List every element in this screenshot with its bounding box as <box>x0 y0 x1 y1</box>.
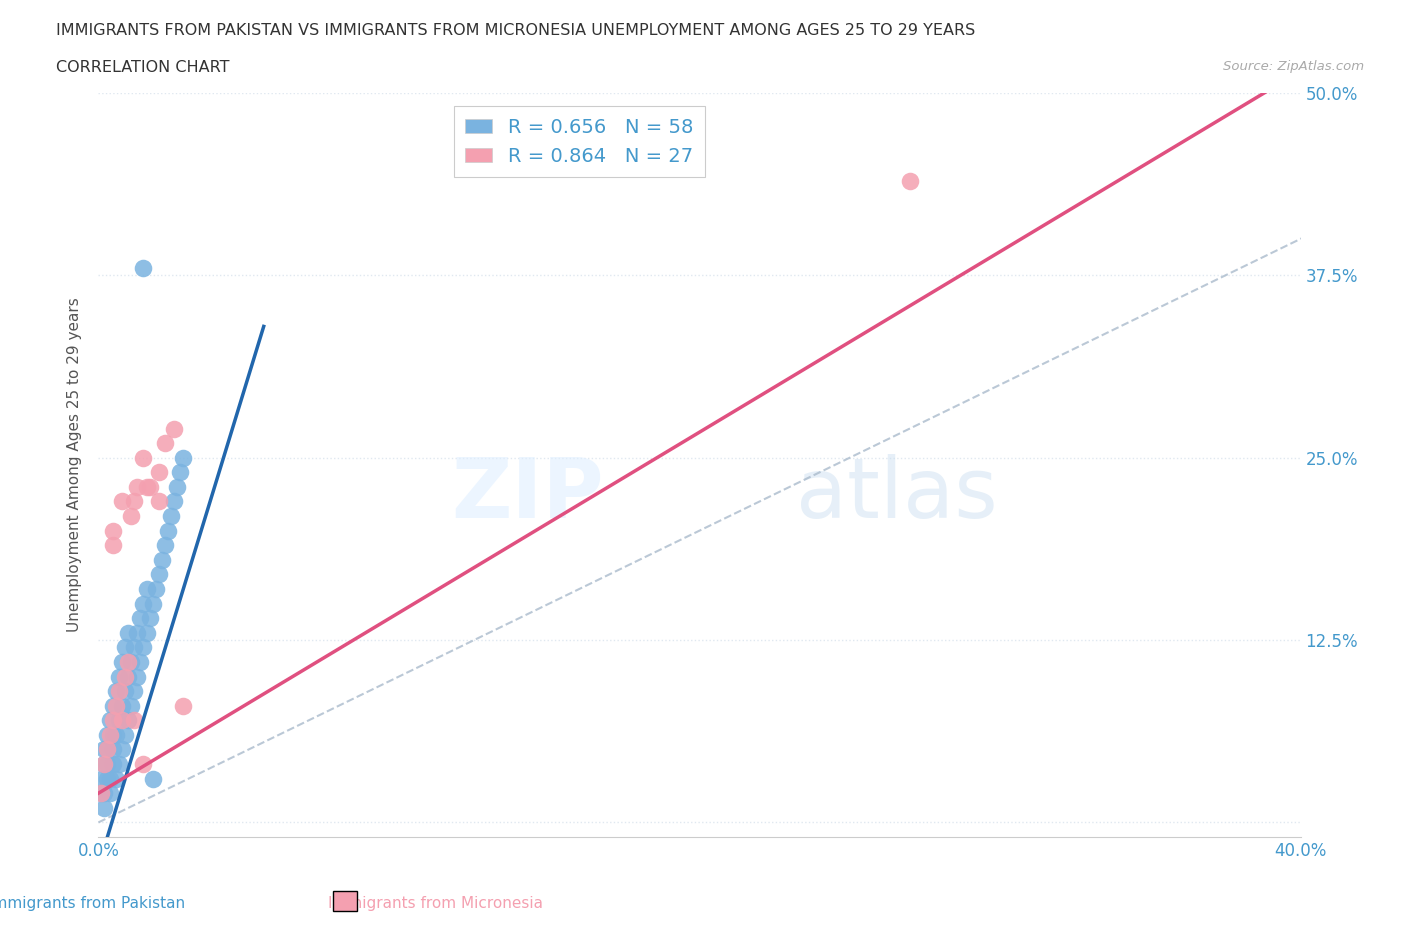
Point <box>148 465 170 480</box>
Point <box>103 713 125 728</box>
Point <box>132 640 155 655</box>
Point <box>111 742 134 757</box>
Point <box>93 786 115 801</box>
Point <box>121 509 143 524</box>
Legend: R = 0.656   N = 58, R = 0.864   N = 27: R = 0.656 N = 58, R = 0.864 N = 27 <box>454 106 704 178</box>
Point <box>100 786 122 801</box>
Point <box>105 698 128 713</box>
Point <box>132 260 155 275</box>
Point <box>100 771 122 786</box>
Point <box>105 684 128 698</box>
Point <box>135 581 157 596</box>
Point <box>169 465 191 480</box>
Point <box>111 494 134 509</box>
Point <box>108 669 131 684</box>
Point <box>159 509 181 524</box>
Point <box>121 698 143 713</box>
Point <box>111 655 134 670</box>
Point <box>129 611 152 626</box>
Point <box>100 713 122 728</box>
Point <box>148 494 170 509</box>
Point <box>96 742 118 757</box>
Point <box>124 640 146 655</box>
Point <box>103 698 125 713</box>
Point <box>172 450 194 465</box>
Point <box>135 480 157 495</box>
Point <box>111 698 134 713</box>
Point <box>108 713 131 728</box>
Point <box>127 480 149 495</box>
Point <box>898 173 921 188</box>
Point <box>162 421 184 436</box>
Point <box>114 684 136 698</box>
Point <box>141 596 163 611</box>
Point <box>148 567 170 582</box>
Point <box>127 669 149 684</box>
Point <box>105 771 128 786</box>
Point <box>90 786 112 801</box>
Point <box>162 494 184 509</box>
Y-axis label: Unemployment Among Ages 25 to 29 years: Unemployment Among Ages 25 to 29 years <box>67 298 83 632</box>
Point <box>141 771 163 786</box>
Point <box>138 611 160 626</box>
Point <box>111 713 134 728</box>
Point <box>153 435 176 450</box>
Point <box>114 640 136 655</box>
Point <box>93 742 115 757</box>
Point <box>108 757 131 772</box>
Point <box>103 524 125 538</box>
Point <box>117 655 139 670</box>
Point <box>150 552 173 567</box>
Text: Immigrants from Pakistan: Immigrants from Pakistan <box>0 897 186 911</box>
Text: CORRELATION CHART: CORRELATION CHART <box>56 60 229 75</box>
Point <box>132 596 155 611</box>
Point <box>96 742 118 757</box>
Point <box>117 625 139 640</box>
Point <box>90 786 112 801</box>
Point <box>124 494 146 509</box>
Point <box>132 757 155 772</box>
Point <box>103 538 125 552</box>
Point <box>156 524 179 538</box>
Point <box>166 480 188 495</box>
Text: ZIP: ZIP <box>451 454 603 536</box>
Point <box>93 757 115 772</box>
Point <box>135 625 157 640</box>
Point <box>103 727 125 742</box>
Point <box>153 538 176 552</box>
Point <box>117 713 139 728</box>
Point <box>103 757 125 772</box>
Text: IMMIGRANTS FROM PAKISTAN VS IMMIGRANTS FROM MICRONESIA UNEMPLOYMENT AMONG AGES 2: IMMIGRANTS FROM PAKISTAN VS IMMIGRANTS F… <box>56 23 976 38</box>
Point <box>138 480 160 495</box>
Point <box>132 450 155 465</box>
Point <box>114 669 136 684</box>
FancyBboxPatch shape <box>333 891 357 911</box>
Point <box>90 771 112 786</box>
Text: Source: ZipAtlas.com: Source: ZipAtlas.com <box>1223 60 1364 73</box>
Point <box>124 684 146 698</box>
Point <box>108 684 131 698</box>
Point <box>96 727 118 742</box>
Point <box>96 771 118 786</box>
Point <box>105 727 128 742</box>
Point <box>93 757 115 772</box>
Point <box>117 669 139 684</box>
Point <box>127 625 149 640</box>
Point <box>121 655 143 670</box>
Point <box>114 727 136 742</box>
Text: Immigrants from Micronesia: Immigrants from Micronesia <box>328 897 543 911</box>
Point <box>96 757 118 772</box>
Point <box>124 713 146 728</box>
Point <box>172 698 194 713</box>
Text: atlas: atlas <box>796 454 997 536</box>
Point <box>129 655 152 670</box>
Point <box>145 581 167 596</box>
Point <box>93 801 115 816</box>
Point <box>103 742 125 757</box>
Point <box>100 727 122 742</box>
